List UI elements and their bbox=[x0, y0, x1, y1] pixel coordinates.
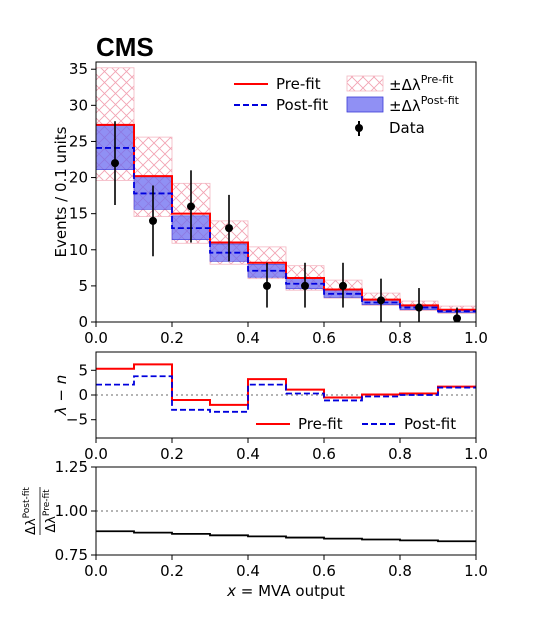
main-y-tick-label: 20 bbox=[69, 169, 88, 187]
residual-x-tick-label: 0.4 bbox=[236, 445, 260, 463]
residual-x-tick-label: 1.0 bbox=[464, 445, 488, 463]
x-axis-label: x = MVA output bbox=[226, 582, 345, 600]
residual-y-tick-label: 5 bbox=[78, 361, 88, 379]
ratio-x-tick-label: 0.4 bbox=[236, 562, 260, 580]
postfit-step-line bbox=[96, 147, 476, 313]
data-point bbox=[339, 281, 347, 290]
main-panel: 0.0 0.2 0.4 0.6 0.8 1.0 0 5 10 15 20 25 30 35 Events … bbox=[52, 60, 488, 347]
ratio-x-tick-label: 0.8 bbox=[388, 562, 412, 580]
main-y-tick-label: 25 bbox=[69, 132, 88, 150]
main-y-tick-label: 15 bbox=[69, 205, 88, 223]
legend-data-marker bbox=[355, 124, 363, 132]
residual-panel: 0.0 0.2 0.4 0.6 0.8 1.0 −5 0 5 λ − n Pre-fit Pos… bbox=[52, 351, 488, 463]
data-point bbox=[263, 281, 271, 290]
main-y-axis-label: Events / 0.1 units bbox=[52, 126, 70, 257]
residual-legend-postfit-label: Post-fit bbox=[404, 415, 456, 433]
residual-y-tick-label: 0 bbox=[78, 386, 88, 404]
ratio-x-tick-label: 0.0 bbox=[84, 562, 108, 580]
residual-y-tick-label: −5 bbox=[66, 411, 88, 429]
legend-prefit-band-label: ±ΔλPre-fit bbox=[389, 73, 454, 94]
residual-y-axis-label: λ − n bbox=[52, 375, 70, 417]
main-y-tick-label: 30 bbox=[69, 96, 88, 114]
ratio-y-tick-label: 0.75 bbox=[55, 546, 88, 564]
main-x-tick-label: 0.6 bbox=[312, 329, 336, 347]
main-y-tick-label: 10 bbox=[69, 241, 88, 259]
experiment-label: CMS bbox=[96, 32, 154, 62]
main-x-tick-label: 0.0 bbox=[84, 329, 108, 347]
main-y-tick-label: 0 bbox=[78, 313, 88, 331]
ratio-y-tick-label: 1.00 bbox=[55, 502, 88, 520]
residual-x-tick-label: 0.0 bbox=[84, 445, 108, 463]
ratio-label-denominator: ΔλPre-fit bbox=[42, 489, 59, 533]
data-point bbox=[187, 202, 195, 211]
main-y-tick-label: 5 bbox=[78, 277, 88, 295]
legend-postfit-band-label: ±ΔλPost-fit bbox=[389, 94, 460, 115]
data-point bbox=[453, 314, 461, 322]
legend-prefit-label: Pre-fit bbox=[276, 75, 321, 93]
ratio-label-numerator: ΔλPost-fit bbox=[22, 487, 39, 535]
ratio-panel: 0.0 0.2 0.4 0.6 0.8 1.0 0.75 1.00 1.25 ΔλPost-fi… bbox=[22, 458, 488, 600]
data-point bbox=[225, 224, 233, 233]
ratio-y-axis-label: ΔλPost-fit ΔλPre-fit bbox=[22, 487, 59, 535]
data-point bbox=[415, 303, 423, 312]
residual-x-tick-label: 0.6 bbox=[312, 445, 336, 463]
ratio-x-tick-label: 0.6 bbox=[312, 562, 336, 580]
main-x-tick-label: 0.2 bbox=[160, 329, 184, 347]
legend-postfit-band-swatch bbox=[346, 96, 384, 113]
data-point bbox=[301, 281, 309, 290]
main-x-tick-label: 0.8 bbox=[388, 329, 412, 347]
ratio-x-tick-label: 1.0 bbox=[464, 562, 488, 580]
legend-data-label: Data bbox=[389, 119, 425, 137]
legend-postfit-label: Post-fit bbox=[276, 96, 328, 114]
main-y-tick-label: 35 bbox=[69, 60, 88, 78]
legend-prefit-band-swatch bbox=[346, 75, 384, 92]
residual-legend-prefit-label: Pre-fit bbox=[298, 415, 343, 433]
main-legend: Pre-fit Post-fit ±ΔλPre-fit ±ΔλPost-fit … bbox=[234, 73, 460, 137]
ratio-step-line bbox=[96, 530, 476, 543]
residual-x-tick-label: 0.2 bbox=[160, 445, 184, 463]
ratio-x-tick-label: 0.2 bbox=[160, 562, 184, 580]
ratio-y-tick-label: 1.25 bbox=[55, 458, 88, 476]
main-x-tick-label: 1.0 bbox=[464, 329, 488, 347]
data-point bbox=[111, 159, 119, 168]
residual-postfit-step-line bbox=[96, 375, 476, 413]
residual-x-tick-label: 0.8 bbox=[388, 445, 412, 463]
residual-legend: Pre-fit Post-fit bbox=[256, 415, 456, 433]
main-x-tick-label: 0.4 bbox=[236, 329, 260, 347]
main-panel-frame bbox=[95, 61, 477, 323]
data-point bbox=[377, 296, 385, 305]
data-point bbox=[149, 216, 157, 225]
